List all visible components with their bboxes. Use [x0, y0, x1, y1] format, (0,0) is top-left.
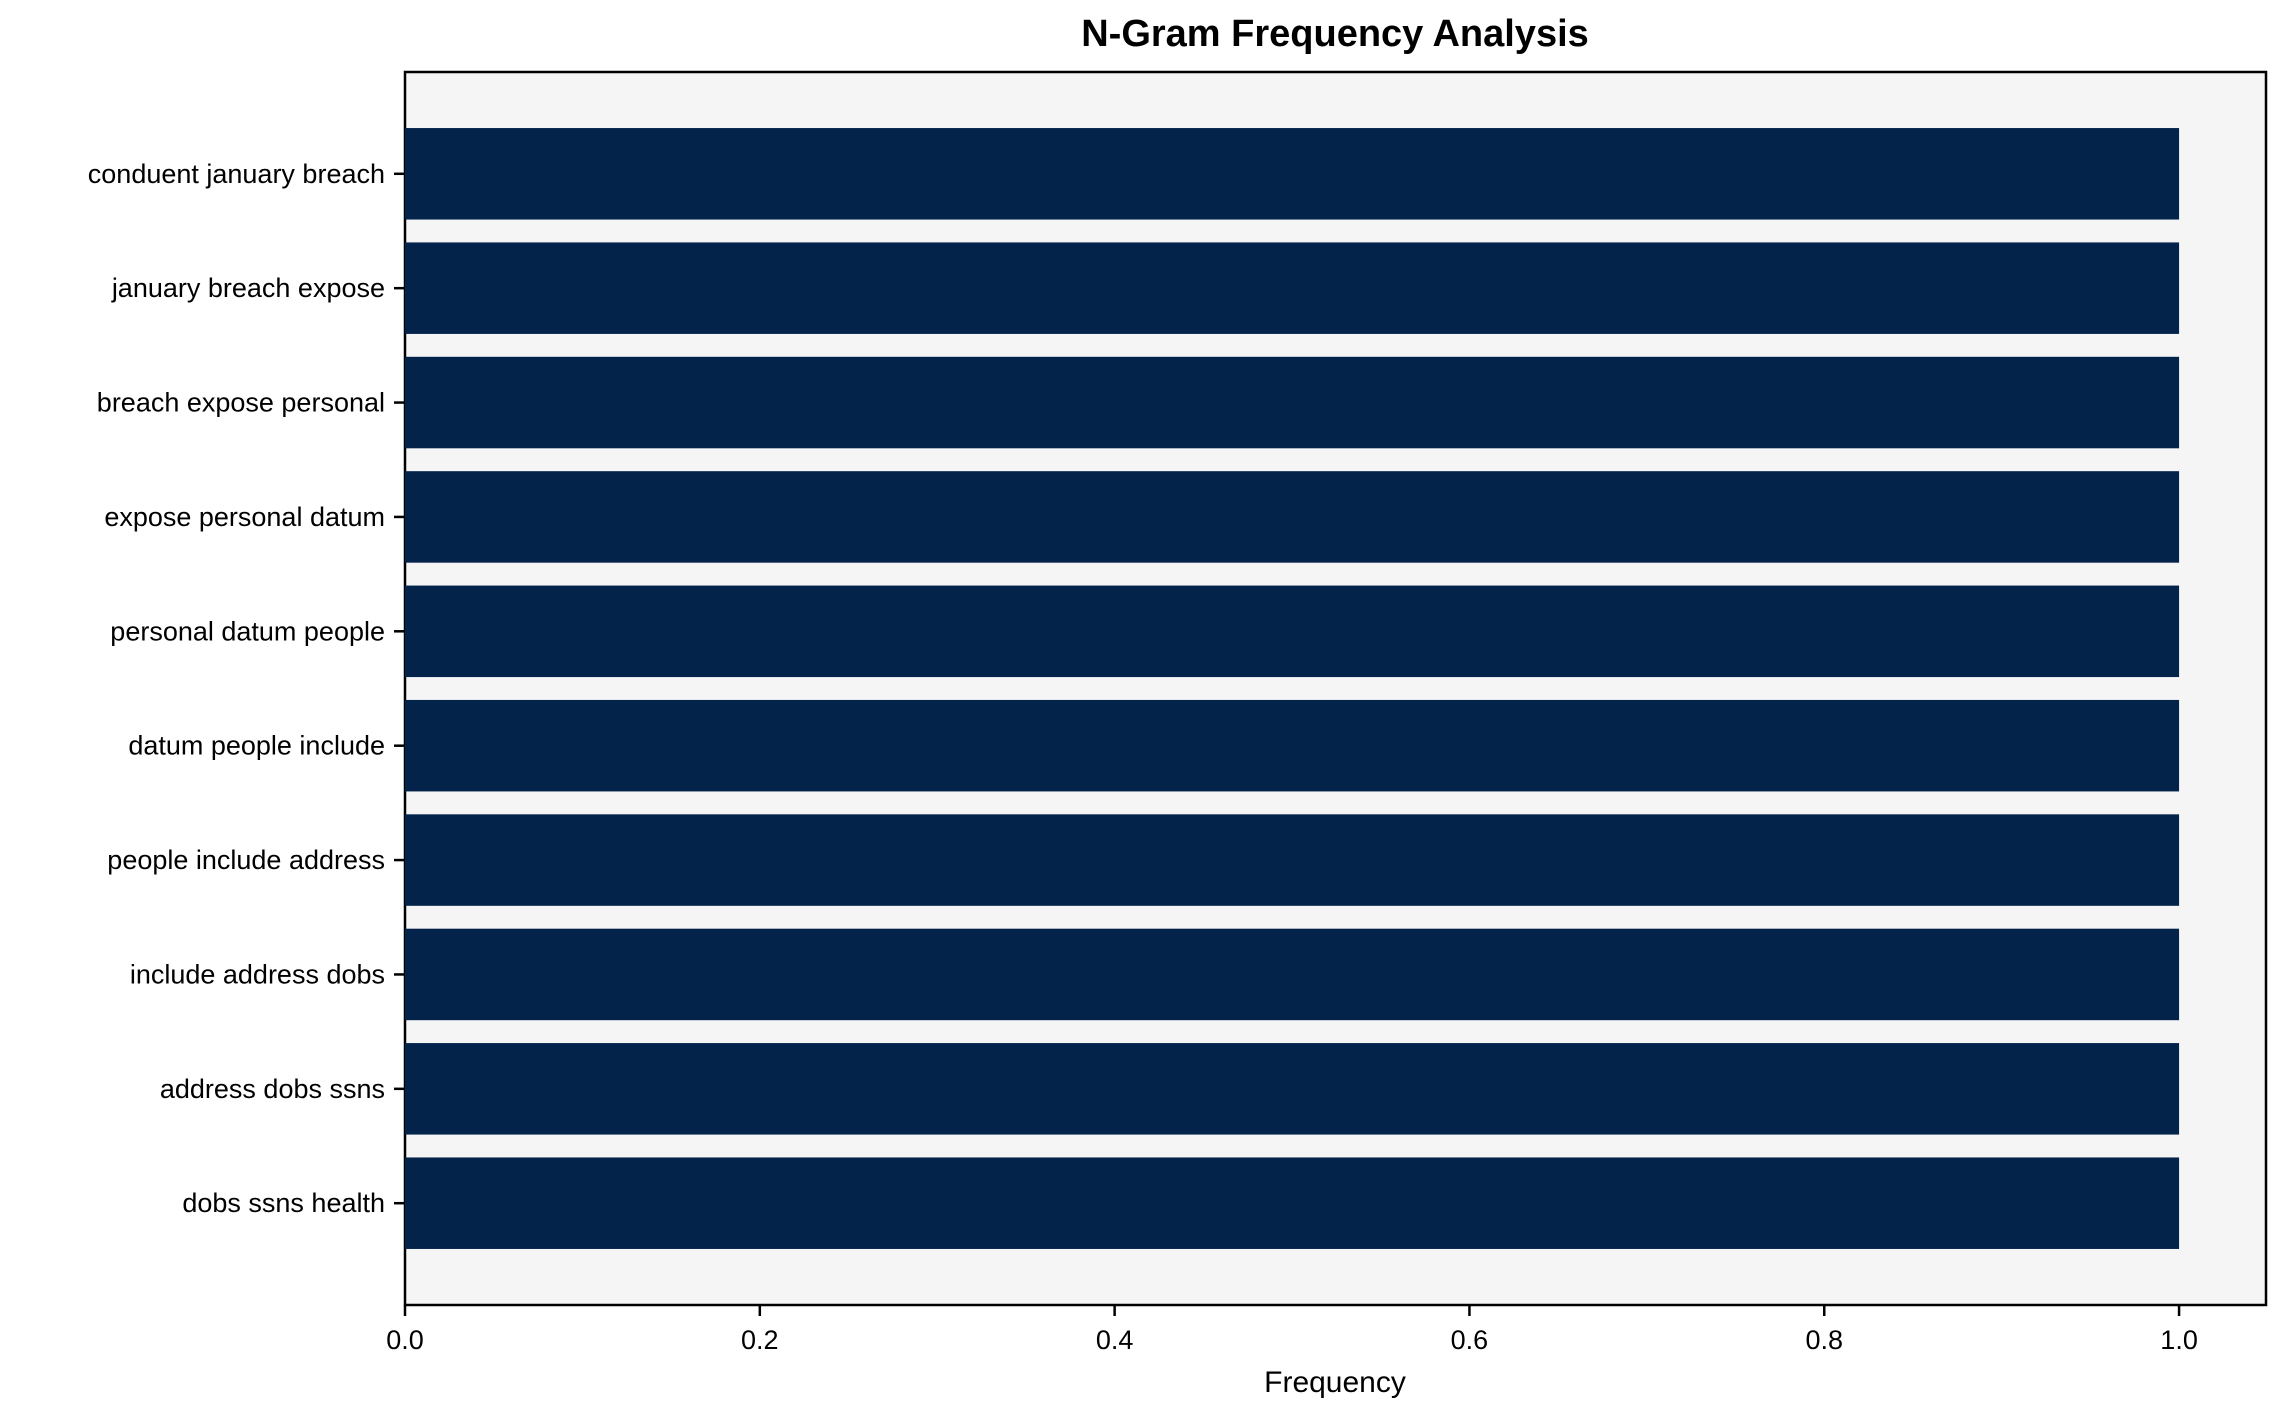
bar: [405, 699, 2180, 792]
x-axis-label: Frequency: [1264, 1366, 1406, 1399]
x-tick-label: 0.8: [1805, 1325, 1843, 1355]
bar: [405, 471, 2180, 563]
y-tick-label: january breach expose: [111, 273, 385, 303]
y-tick-label: dobs ssns health: [182, 1188, 385, 1218]
bar: [405, 1157, 2180, 1249]
y-tick-label: breach expose personal: [97, 388, 385, 418]
x-tick-label: 1.0: [2160, 1325, 2198, 1355]
y-tick-label: expose personal datum: [104, 502, 385, 532]
y-tick-label: personal datum people: [110, 616, 385, 646]
bars-group: [405, 128, 2180, 1249]
y-axis-ticks: conduent january breach january breach ex…: [88, 159, 405, 1218]
y-tick-label: address dobs ssns: [160, 1074, 385, 1104]
y-tick-label: people include address: [107, 845, 385, 875]
y-tick-label: datum people include: [128, 731, 385, 761]
bar: [405, 242, 2180, 334]
bar: [405, 928, 2180, 1021]
x-tick-label: 0.2: [741, 1325, 779, 1355]
bar: [405, 128, 2180, 220]
x-tick-label: 0.6: [1451, 1325, 1489, 1355]
y-tick-label: include address dobs: [130, 959, 385, 989]
x-tick-label: 0.0: [386, 1325, 424, 1355]
x-tick-label: 0.4: [1096, 1325, 1134, 1355]
bar: [405, 1043, 2180, 1135]
y-tick-label: conduent january breach: [88, 159, 385, 189]
bar: [405, 356, 2180, 449]
bar: [405, 814, 2180, 906]
chart-title: N-Gram Frequency Analysis: [1081, 13, 1589, 55]
bar: [405, 585, 2180, 678]
x-axis-ticks: 0.0 0.2 0.4 0.6 0.8 1.0: [386, 1305, 2198, 1355]
